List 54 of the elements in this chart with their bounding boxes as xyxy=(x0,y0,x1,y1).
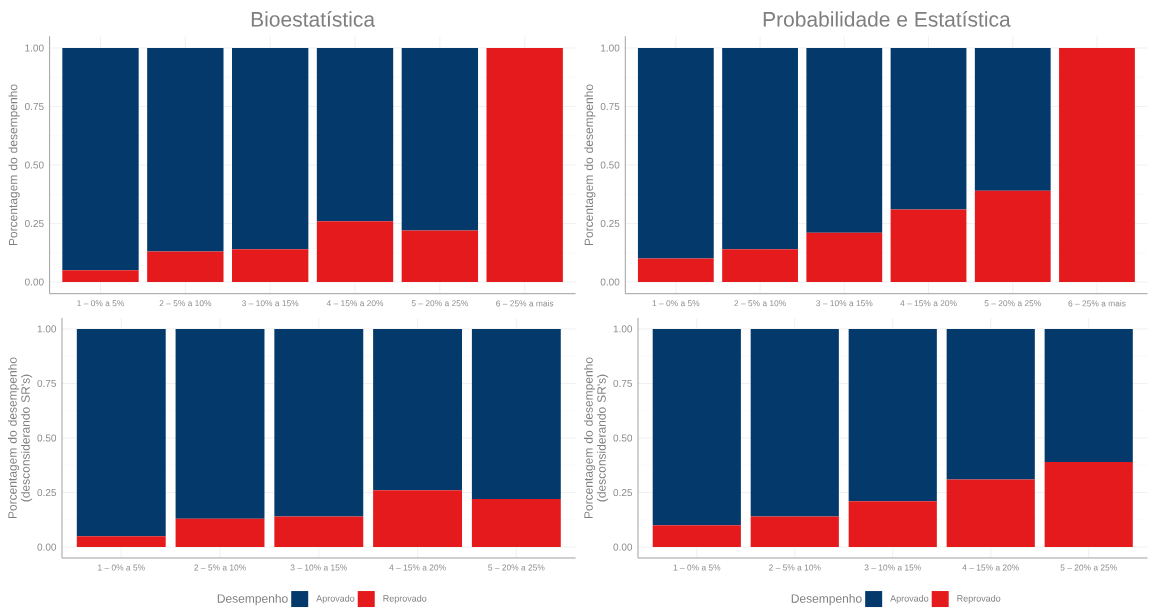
legend-label: Aprovado xyxy=(890,595,929,604)
x-tick-label: 1 – 0% a 5% xyxy=(77,300,125,307)
y-tick-label: 0.50 xyxy=(37,434,57,442)
y-tick-label: 0.75 xyxy=(600,102,620,111)
x-tick-label: 5 – 20% a 25% xyxy=(984,300,1041,307)
x-tick-label: 2 – 5% a 10% xyxy=(734,300,786,307)
y-tick-label: 0.00 xyxy=(37,543,57,551)
y-tick-label: 0.00 xyxy=(613,543,633,551)
x-tick-label: 3 – 10% a 15% xyxy=(864,564,921,571)
y-tick-label: 0.50 xyxy=(25,161,44,169)
y-tick-label: 0.00 xyxy=(600,278,620,286)
legend-title: Desempenho xyxy=(791,593,862,606)
y-tick-label: 1.00 xyxy=(25,44,44,52)
y-tick-label: 0.50 xyxy=(613,434,633,442)
legend-label: Reprovado xyxy=(957,595,1001,604)
legend-label: Aprovado xyxy=(316,595,355,604)
legend-title: Desempenho xyxy=(217,593,288,606)
y-tick-label: 0.75 xyxy=(613,379,633,387)
y-axis-title: Porcentagem do desempenho (desconsiderando SR's) xyxy=(583,357,609,519)
x-tick-label: 4 – 15% a 20% xyxy=(962,564,1019,571)
y-axis-title: Porcentagem do desempenho xyxy=(8,84,20,246)
x-tick-label: 4 – 15% a 20% xyxy=(326,300,384,307)
x-tick-label: 2 – 5% a 10% xyxy=(769,564,821,571)
x-tick-label: 6 – 25% a mais xyxy=(1068,300,1126,307)
x-tick-label: 2 – 5% a 10% xyxy=(194,564,246,571)
x-tick-label: 2 – 5% a 10% xyxy=(159,300,212,307)
chart-title: Bioestatística xyxy=(251,11,376,27)
y-tick-label: 0.50 xyxy=(600,161,620,169)
x-tick-label: 4 – 15% a 20% xyxy=(389,564,446,571)
x-tick-label: 5 – 20% a 25% xyxy=(488,564,545,571)
x-tick-label: 1 – 0% a 5% xyxy=(98,564,145,571)
y-tick-label: 1.00 xyxy=(37,325,57,333)
x-tick-label: 5 – 20% a 25% xyxy=(1060,564,1117,571)
x-tick-label: 6 – 25% a mais xyxy=(496,300,554,307)
chart-title: Probabilidade e Estatística xyxy=(763,11,1011,27)
y-axis-title: Porcentagem do desempenho xyxy=(584,84,596,246)
y-tick-label: 0.75 xyxy=(37,379,57,387)
y-tick-label: 0.25 xyxy=(37,489,57,497)
x-tick-label: 1 – 0% a 5% xyxy=(652,300,700,307)
x-tick-label: 1 – 0% a 5% xyxy=(673,564,721,571)
x-tick-label: 4 – 15% a 20% xyxy=(900,300,957,307)
x-tick-label: 3 – 10% a 15% xyxy=(816,300,873,307)
y-tick-label: 0.25 xyxy=(600,219,620,228)
x-tick-label: 3 – 10% a 15% xyxy=(290,564,347,571)
y-tick-label: 0.75 xyxy=(25,102,44,111)
y-tick-label: 0.25 xyxy=(613,489,633,497)
y-tick-label: 1.00 xyxy=(613,325,633,333)
x-tick-label: 3 – 10% a 15% xyxy=(242,300,299,307)
y-tick-label: 0.00 xyxy=(25,278,44,286)
x-tick-label: 5 – 20% a 25% xyxy=(411,300,469,307)
y-tick-label: 1.00 xyxy=(601,44,620,52)
y-tick-label: 0.25 xyxy=(25,219,44,228)
y-axis-title: Porcentagem do desempenho (desconsiderando SR's) xyxy=(7,357,33,519)
legend-label: Reprovado xyxy=(383,595,427,604)
